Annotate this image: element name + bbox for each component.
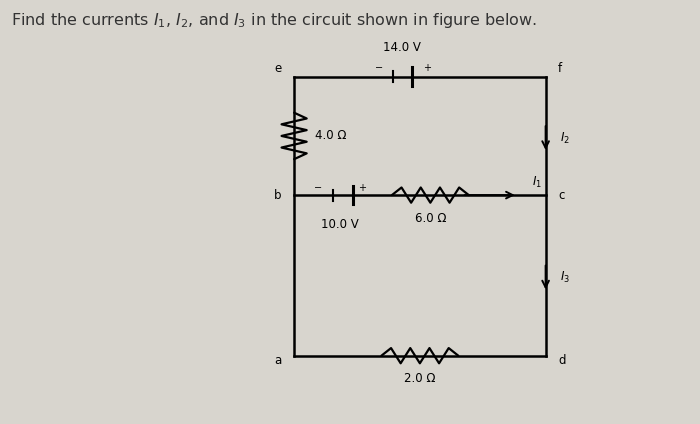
Text: 14.0 V: 14.0 V xyxy=(384,41,421,53)
Text: e: e xyxy=(274,61,281,75)
Text: b: b xyxy=(274,189,281,201)
Text: c: c xyxy=(558,189,565,201)
Text: $I_1$: $I_1$ xyxy=(531,175,542,190)
Text: f: f xyxy=(558,61,562,75)
Text: 10.0 V: 10.0 V xyxy=(321,218,358,232)
Text: $I_2$: $I_2$ xyxy=(559,131,570,145)
Text: +: + xyxy=(358,183,366,192)
Text: +: + xyxy=(424,63,431,73)
Text: 2.0 Ω: 2.0 Ω xyxy=(404,372,435,385)
Text: a: a xyxy=(274,354,281,367)
Text: 4.0 Ω: 4.0 Ω xyxy=(315,129,346,142)
Text: −: − xyxy=(374,63,383,73)
Text: Find the currents $I_1$, $I_2$, and $I_3$ in the circuit shown in figure below.: Find the currents $I_1$, $I_2$, and $I_3… xyxy=(11,11,537,30)
Text: −: − xyxy=(314,183,322,192)
Text: $I_3$: $I_3$ xyxy=(559,270,570,285)
Text: d: d xyxy=(558,354,566,367)
Text: 6.0 Ω: 6.0 Ω xyxy=(414,212,446,225)
